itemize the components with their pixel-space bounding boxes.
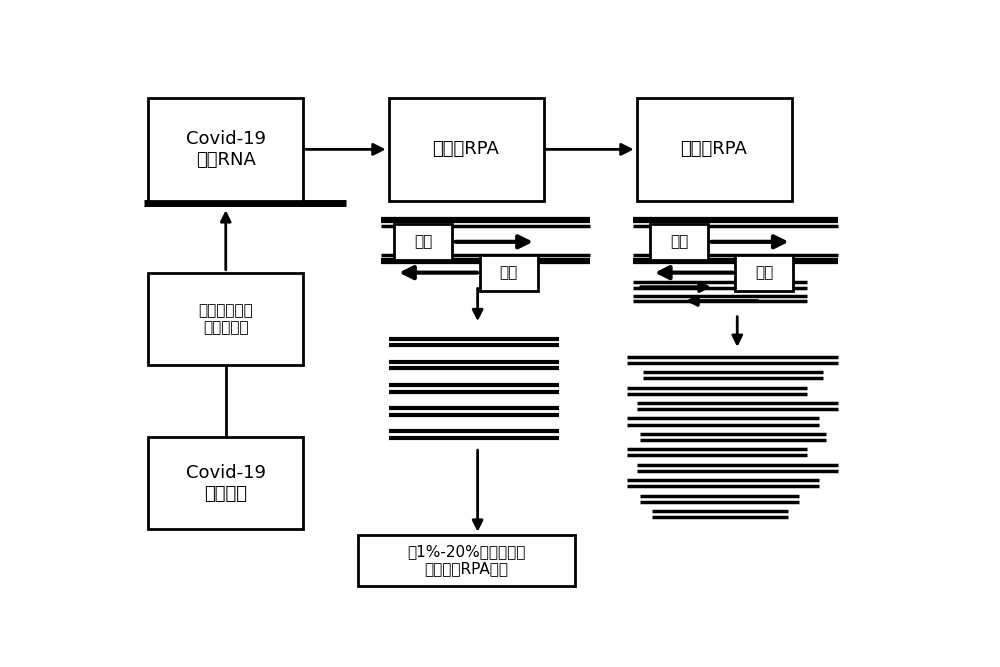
Text: 引物: 引物 (670, 234, 688, 249)
Bar (358, 534, 574, 586)
Text: 取1%-20%的反应物进
入第二步RPA反应: 取1%-20%的反应物进 入第二步RPA反应 (407, 544, 525, 576)
Text: 第一步RPA: 第一步RPA (433, 140, 499, 158)
Bar (388, 98, 544, 201)
Text: 加热裂解或者
病毒裂解液: 加热裂解或者 病毒裂解液 (198, 303, 253, 335)
Bar (148, 98, 303, 201)
Text: Covid-19
病毒样本: Covid-19 病毒样本 (186, 464, 266, 503)
Bar (480, 255, 538, 291)
Bar (148, 437, 303, 530)
Bar (148, 273, 303, 365)
Bar (650, 224, 708, 259)
Text: 引物: 引物 (755, 265, 774, 280)
Text: Covid-19
病毒RNA: Covid-19 病毒RNA (186, 130, 266, 169)
Text: 引物: 引物 (500, 265, 518, 280)
Bar (735, 255, 793, 291)
Bar (637, 98, 792, 201)
Text: 第二步RPA: 第二步RPA (681, 140, 747, 158)
Bar (394, 224, 452, 259)
Text: 引物: 引物 (414, 234, 432, 249)
